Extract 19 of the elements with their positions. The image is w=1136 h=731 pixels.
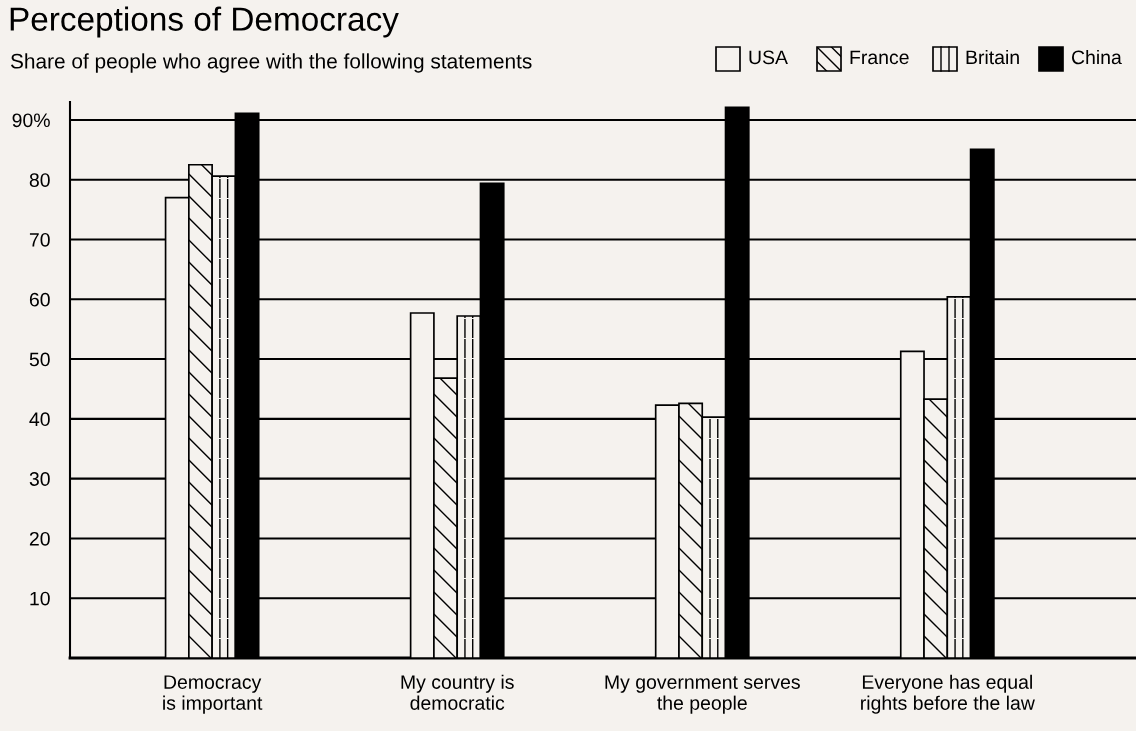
legend-label: China <box>1071 49 1122 65</box>
legend-label: Britain <box>966 49 1019 65</box>
y-tick-label: 20 <box>29 531 50 546</box>
y-tick-label: 90% <box>12 113 50 128</box>
y-tick-label: 10 <box>30 591 50 606</box>
chart-subtitle: Share of people who agree with the following statements <box>10 53 532 73</box>
y-tick-label: 80 <box>29 173 50 187</box>
y-tick-label: 70 <box>29 232 50 247</box>
x-tick-label: Democracy is important <box>163 675 263 714</box>
x-tick-label: My country is democratic <box>401 674 514 710</box>
legend-label: France <box>850 50 909 65</box>
legend-label: USA <box>749 50 788 65</box>
chart-title: Perceptions of Democracy <box>10 6 399 38</box>
x-tick-label: My government serves the people <box>605 675 800 714</box>
y-tick-label: 40 <box>29 412 50 427</box>
y-tick-label: 50 <box>29 352 50 367</box>
y-tick-label: 60 <box>29 292 50 307</box>
y-tick-label: 30 <box>29 472 50 486</box>
x-tick-label: Everyone has equal rights before the law <box>861 674 1035 714</box>
